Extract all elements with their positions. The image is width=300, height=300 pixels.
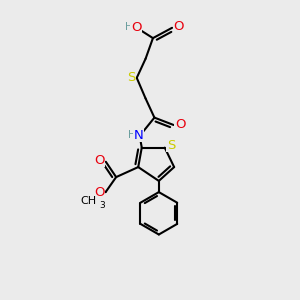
Text: O: O <box>175 118 185 131</box>
Text: H: H <box>128 130 135 140</box>
Text: N: N <box>133 129 143 142</box>
Text: S: S <box>167 139 176 152</box>
Text: O: O <box>131 21 141 34</box>
Text: H: H <box>124 22 132 32</box>
Text: O: O <box>173 20 184 33</box>
Text: CH: CH <box>80 196 96 206</box>
Text: 3: 3 <box>99 201 105 210</box>
Text: S: S <box>127 71 135 84</box>
Text: O: O <box>94 154 105 167</box>
Text: O: O <box>94 186 105 199</box>
